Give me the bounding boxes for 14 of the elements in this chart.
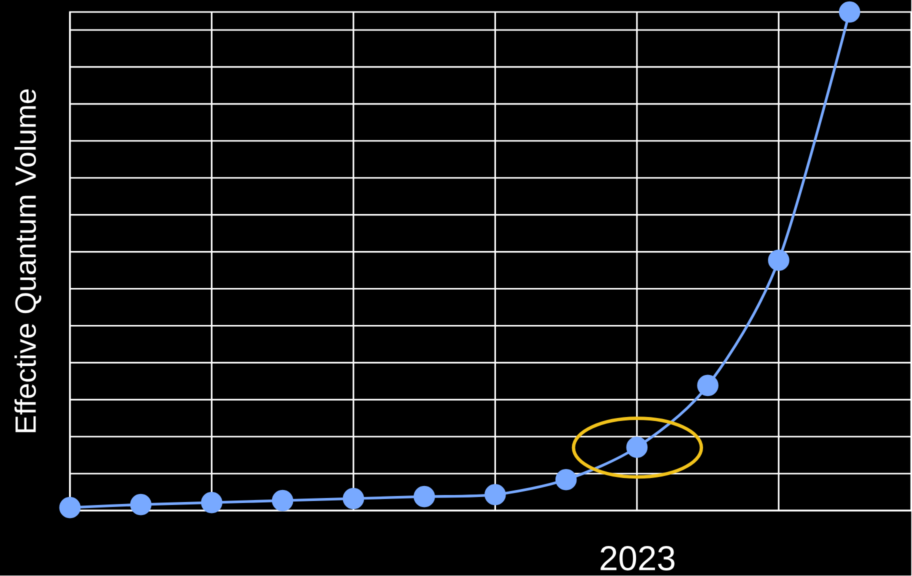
point	[555, 469, 577, 491]
point	[626, 436, 648, 458]
point	[697, 375, 718, 396]
y-axis-title: Effective Quantum Volume	[14, 90, 42, 432]
point	[414, 486, 435, 508]
point	[201, 492, 222, 514]
point	[272, 490, 294, 512]
point	[342, 488, 364, 510]
point	[838, 2, 860, 23]
point	[59, 497, 81, 518]
point	[130, 494, 152, 516]
text: 2023	[600, 546, 674, 571]
point	[768, 250, 790, 272]
point	[484, 484, 506, 506]
